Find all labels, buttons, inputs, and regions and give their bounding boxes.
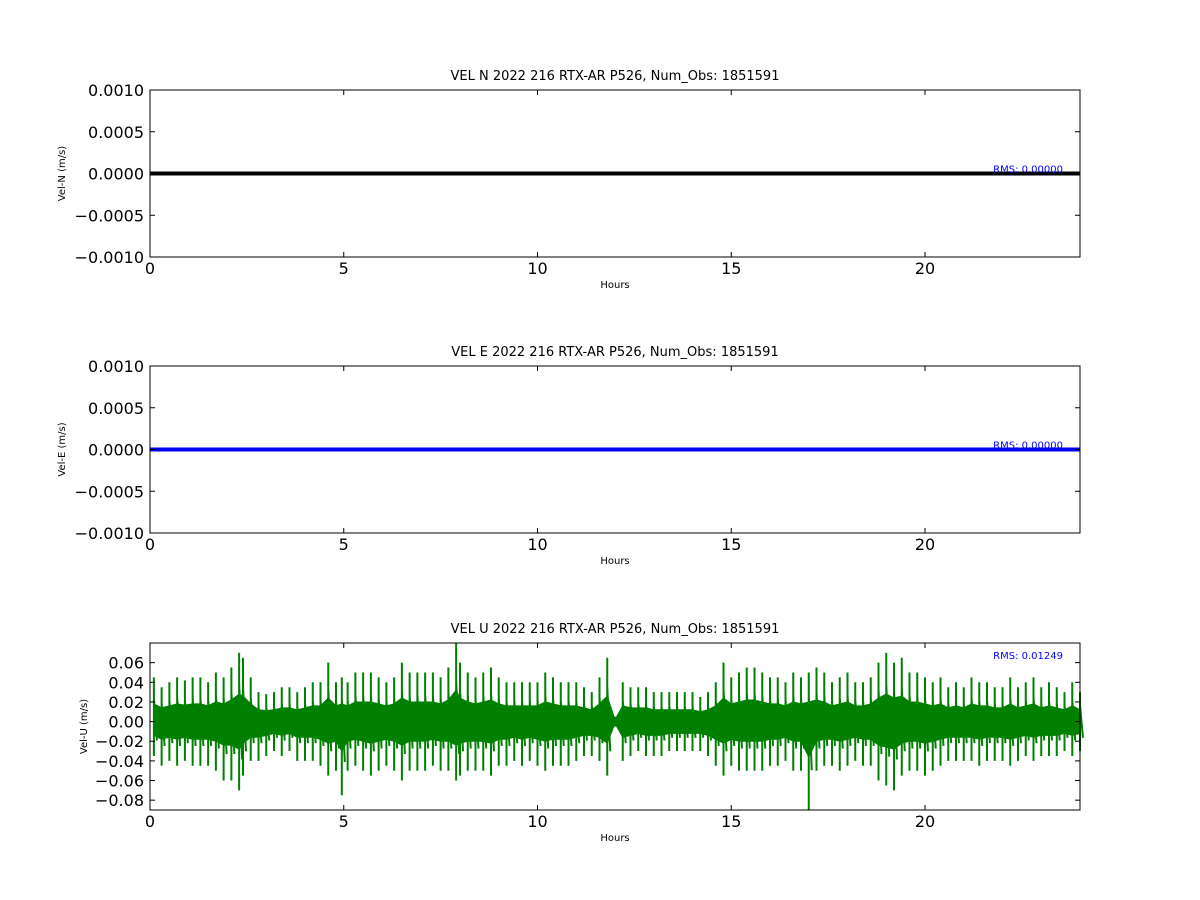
y-tick-label: −0.0005 — [75, 482, 144, 501]
x-tick-label: 0 — [145, 259, 155, 278]
x-tick-label: 10 — [527, 812, 547, 831]
x-axis-label: Hours — [600, 280, 629, 291]
x-tick-label: 20 — [915, 259, 935, 278]
y-tick-label: 0.0010 — [88, 357, 144, 376]
y-axis-label: Vel-N (m/s) — [57, 146, 68, 201]
y-tick-label: 0.0005 — [88, 399, 144, 418]
x-axis-label: Hours — [600, 556, 629, 567]
y-tick-label: 0.0000 — [88, 165, 144, 184]
rms-annotation: RMS: 0.00000 — [993, 441, 1063, 452]
chart-title: VEL U 2022 216 RTX-AR P526, Num_Obs: 185… — [451, 622, 780, 637]
x-tick-label: 0 — [145, 812, 155, 831]
x-tick-label: 15 — [721, 812, 741, 831]
x-tick-label: 20 — [915, 812, 935, 831]
y-tick-label: 0.0005 — [88, 123, 144, 142]
x-tick-label: 0 — [145, 535, 155, 554]
y-tick-label: 0.0010 — [88, 81, 144, 100]
x-tick-label: 20 — [915, 535, 935, 554]
x-axis-label: Hours — [600, 833, 629, 844]
y-tick-label: −0.02 — [95, 732, 144, 751]
x-tick-label: 10 — [527, 535, 547, 554]
y-tick-label: 0.06 — [108, 654, 144, 673]
y-axis-label: Vel-E (m/s) — [57, 422, 68, 476]
y-tick-label: −0.06 — [95, 772, 144, 791]
chart-title: VEL E 2022 216 RTX-AR P526, Num_Obs: 185… — [451, 345, 778, 360]
y-axis-label: Vel-U (m/s) — [79, 699, 90, 754]
x-tick-label: 15 — [721, 259, 741, 278]
y-tick-label: 0.04 — [108, 673, 144, 692]
x-tick-label: 10 — [527, 259, 547, 278]
x-tick-label: 5 — [339, 535, 349, 554]
chart-title: VEL N 2022 216 RTX-AR P526, Num_Obs: 185… — [451, 69, 780, 84]
y-tick-label: 0.0000 — [88, 441, 144, 460]
x-tick-label: 5 — [339, 812, 349, 831]
rms-annotation: RMS: 0.00000 — [993, 165, 1063, 176]
y-tick-label: −0.04 — [95, 752, 144, 771]
plot-frame — [149, 642, 1081, 811]
x-tick-label: 15 — [721, 535, 741, 554]
x-tick-label: 5 — [339, 259, 349, 278]
y-tick-label: −0.0010 — [75, 248, 144, 267]
y-tick-label: −0.08 — [95, 791, 144, 810]
y-tick-label: 0.02 — [108, 693, 144, 712]
rms-annotation: RMS: 0.01249 — [993, 651, 1063, 662]
y-tick-label: −0.0010 — [75, 524, 144, 543]
y-tick-label: 0.00 — [108, 713, 144, 732]
y-tick-label: −0.0005 — [75, 206, 144, 225]
